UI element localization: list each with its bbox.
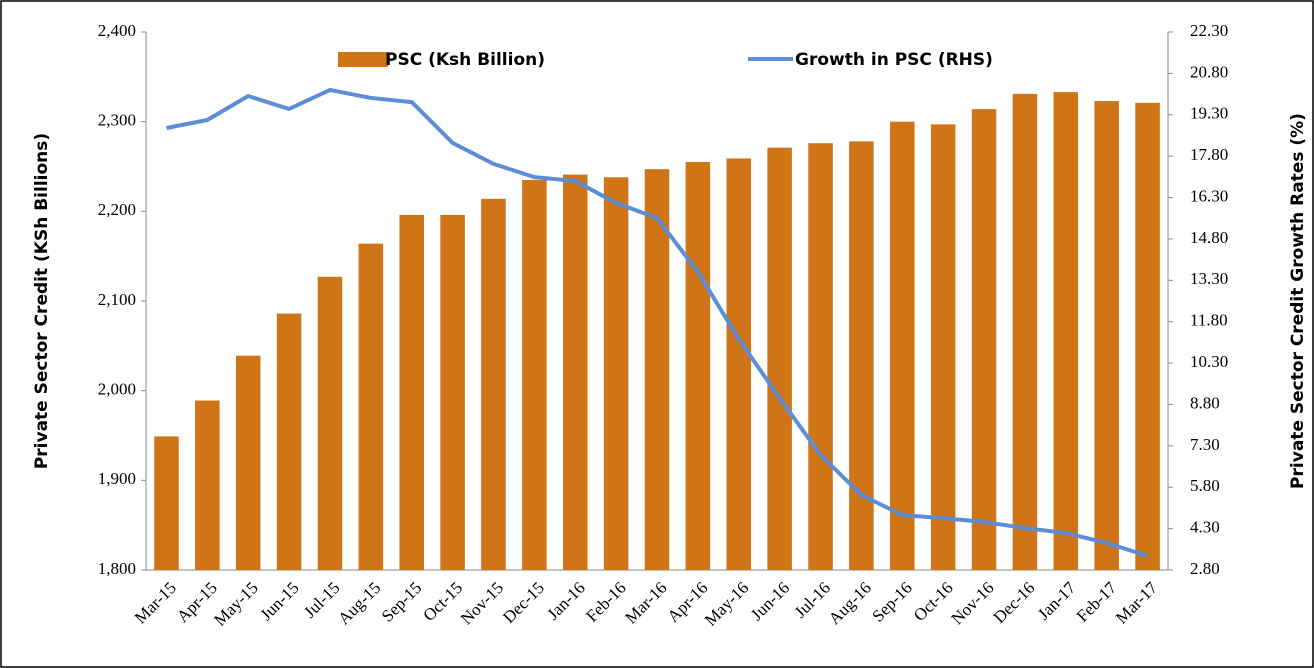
bar xyxy=(1012,93,1038,571)
bar xyxy=(1135,102,1160,570)
x-tick-label: Dec-16 xyxy=(990,578,1039,627)
bar xyxy=(971,109,997,570)
x-tick-label: Mar-16 xyxy=(621,578,670,627)
x-tick-label: May-16 xyxy=(701,578,752,629)
x-tick-label: Mar-15 xyxy=(131,578,180,627)
y-tick-label: 1,800 xyxy=(98,559,136,578)
x-tick-label: Nov-15 xyxy=(457,578,507,628)
bar xyxy=(726,158,752,570)
y-tick-label: 2,000 xyxy=(98,380,136,399)
bar xyxy=(235,355,261,570)
x-tick-label: Sep-15 xyxy=(378,578,425,625)
bar xyxy=(1094,101,1119,570)
x-tick-label: Dec-15 xyxy=(499,578,548,627)
y2-tick-label: 20.80 xyxy=(1190,62,1228,81)
bar xyxy=(767,147,792,571)
bar xyxy=(603,177,629,570)
y2-tick-label: 22.30 xyxy=(1190,21,1228,40)
bar xyxy=(399,214,424,571)
y2-tick-label: 14.80 xyxy=(1190,228,1228,247)
bar xyxy=(481,198,506,570)
bar xyxy=(276,313,302,570)
x-tick-label: Jan-16 xyxy=(543,578,588,623)
bar xyxy=(890,121,915,571)
x-tick-label: Mar-17 xyxy=(1112,578,1162,628)
x-tick-label: Feb-17 xyxy=(1073,578,1121,626)
bar xyxy=(685,162,711,570)
y2-tick-label: 16.30 xyxy=(1190,186,1228,205)
legend-label: PSC (Ksh Billion) xyxy=(385,50,545,70)
bar xyxy=(154,436,179,570)
bar xyxy=(440,214,465,571)
x-tick-label: Jan-17 xyxy=(1034,578,1080,624)
bar xyxy=(317,276,343,570)
y-tick-label: 2,200 xyxy=(98,200,136,219)
bar xyxy=(358,243,384,570)
y-tick-label: 1,900 xyxy=(98,469,136,488)
legend-label: Growth in PSC (RHS) xyxy=(795,50,993,70)
y2-axis-title: Private Sector Credit Growth Rates (%) xyxy=(1288,113,1308,489)
y-tick-label: 2,300 xyxy=(98,111,136,130)
y-tick-label: 2,100 xyxy=(98,290,136,309)
y-axis-title: Private Sector Credit (KSh Billions) xyxy=(32,133,52,469)
y2-tick-label: 4.30 xyxy=(1190,518,1220,537)
y2-tick-label: 8.80 xyxy=(1190,393,1220,412)
bar xyxy=(562,174,588,570)
bar xyxy=(808,143,833,571)
line xyxy=(166,87,1149,558)
y2-tick-label: 5.80 xyxy=(1190,476,1220,495)
y2-tick-label: 19.30 xyxy=(1190,104,1228,123)
bar xyxy=(195,400,220,570)
x-tick-label: Aug-15 xyxy=(334,578,384,628)
y2-tick-label: 10.30 xyxy=(1190,352,1228,371)
x-tick-label: Sep-16 xyxy=(868,578,915,625)
y-tick-label: 2,400 xyxy=(98,21,136,40)
x-tick-label: Nov-16 xyxy=(947,578,997,628)
y2-tick-label: 13.30 xyxy=(1190,269,1228,288)
y2-tick-label: 7.30 xyxy=(1190,435,1220,454)
y2-tick-label: 17.80 xyxy=(1190,145,1228,164)
x-tick-label: Jun-16 xyxy=(747,578,793,624)
y2-tick-label: 2.80 xyxy=(1190,559,1220,578)
bar xyxy=(930,124,956,571)
bar xyxy=(1053,92,1079,571)
x-tick-label: Aug-16 xyxy=(825,578,875,628)
bar xyxy=(849,141,874,571)
legend-swatch xyxy=(338,52,388,67)
x-tick-label: May-15 xyxy=(210,578,261,629)
bar xyxy=(522,179,547,570)
x-tick-label: Jun-15 xyxy=(257,578,303,624)
x-tick-label: Feb-16 xyxy=(582,578,629,625)
bar xyxy=(644,169,670,570)
y2-tick-label: 11.80 xyxy=(1190,311,1228,330)
